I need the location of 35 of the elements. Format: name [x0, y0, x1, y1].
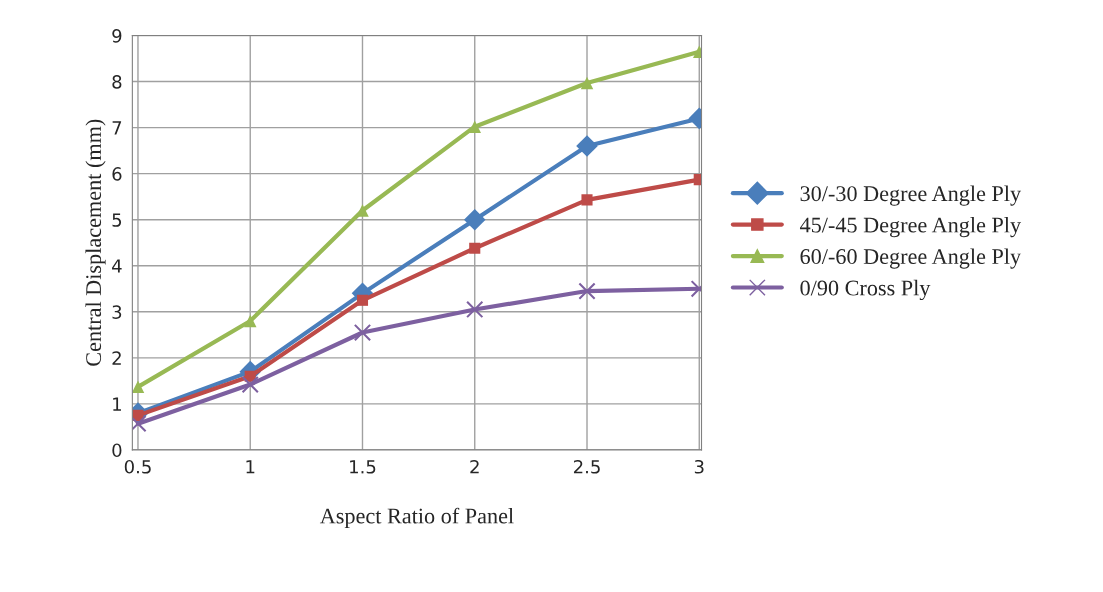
y-tick-label: 1 [113, 397, 121, 411]
legend-label: 45/-45 Degree Angle Ply [799, 216, 1022, 238]
y-tick-label: 2 [112, 351, 121, 365]
point [581, 194, 593, 206]
legend-label: 60/-60 Degree Angle Ply [800, 248, 1022, 269]
y-tick-label: 9 [112, 28, 122, 43]
x-tick-label: 0.5 [124, 459, 151, 474]
y-tick-label: 5 [112, 213, 122, 227]
y-tick-label: 3 [112, 305, 122, 319]
point [353, 323, 372, 342]
x-tick-label: 1 [246, 460, 255, 474]
point [469, 242, 481, 254]
point [241, 375, 259, 394]
y-tick-label: 7 [112, 121, 122, 135]
point [466, 300, 484, 319]
point [243, 314, 257, 328]
point [468, 120, 481, 133]
point [578, 282, 596, 300]
y-tick-label: 8 [112, 75, 122, 89]
x-tick-label: 2.5 [573, 459, 600, 474]
point [580, 76, 594, 90]
legend-label: 0/90 Cross Ply [800, 279, 931, 301]
x-tick-label: 2 [470, 459, 479, 474]
point [356, 294, 369, 306]
point [576, 135, 598, 157]
x-tick-label: 1.5 [350, 460, 376, 474]
y-axis-title: Central Displacement (mm) [85, 119, 106, 366]
y-tick-label: 6 [112, 167, 122, 181]
point [132, 380, 145, 394]
y-tick-label: 0 [112, 443, 122, 458]
y-tick-label: 4 [112, 259, 122, 273]
x-tick-label: 3 [694, 459, 704, 474]
point [463, 208, 486, 231]
x-axis-title: Aspect Ratio of Panel [319, 507, 514, 529]
legend-label: 30/-30 Degree Angle Ply [800, 185, 1022, 206]
